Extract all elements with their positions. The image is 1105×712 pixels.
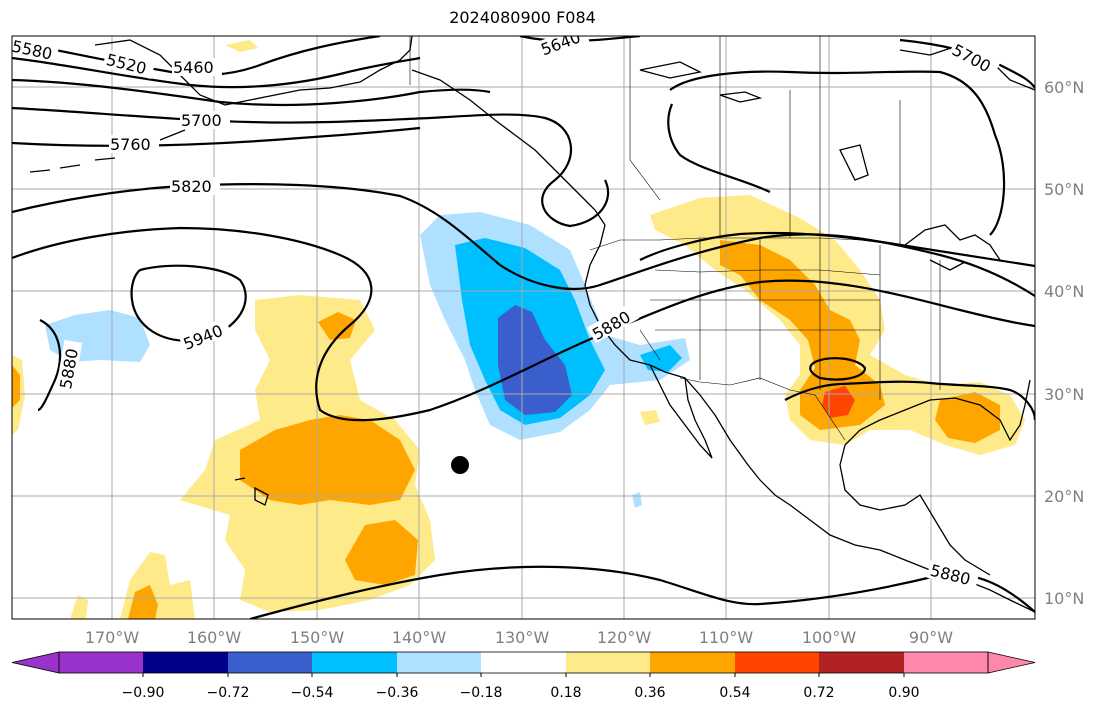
- colorbar-segment: [143, 652, 228, 673]
- latitude-labels: 60°N 50°N 40°N 30°N 20°N 10°N: [1044, 78, 1084, 608]
- alaska-panhandle-coast: [411, 69, 606, 226]
- lon-label: 160°W: [187, 628, 242, 647]
- contour-line: [784, 380, 1035, 421]
- colorbar-segment: [481, 652, 566, 673]
- negative-anomaly-region-dark: [498, 305, 572, 415]
- contour-line: [12, 126, 421, 147]
- lon-label: 140°W: [392, 628, 447, 647]
- positive-anomaly-region-mid: [318, 312, 356, 340]
- canada-province-lines: [629, 36, 901, 245]
- colorbar-extend-high: [987, 651, 1036, 674]
- map-title: 2024080900 F084: [449, 8, 596, 27]
- gulf-of-mexico-coast: [844, 379, 1031, 446]
- positive-anomaly-region-mid: [720, 240, 885, 430]
- canadian-islands: [639, 61, 869, 181]
- graticule: [12, 36, 1035, 619]
- lon-label: 130°W: [495, 628, 550, 647]
- map-area: 5580 5520 5460 5640 5700 5700 5760 5820 …: [12, 36, 1035, 619]
- longitude-labels: 170°W 160°W 150°W 140°W 130°W 120°W 110°…: [85, 628, 953, 647]
- contour-line: [12, 78, 491, 107]
- lat-label: 40°N: [1044, 282, 1084, 301]
- colorbar-ticks: −0.90 −0.72 −0.54 −0.36 −0.18 0.18 0.36 …: [122, 685, 920, 701]
- lat-label: 20°N: [1044, 487, 1084, 506]
- colorbar-tick-label: −0.90: [122, 685, 165, 701]
- lon-label: 110°W: [699, 628, 754, 647]
- colorbar-tick-label: −0.18: [460, 685, 503, 701]
- contour-label: 5700: [181, 111, 222, 130]
- contour-line: [12, 56, 421, 89]
- colorbar-segment: [312, 652, 397, 673]
- colorbar-segment: [904, 652, 988, 673]
- contour-line: [669, 70, 1006, 236]
- lat-label: 60°N: [1044, 78, 1084, 97]
- lat-label: 10°N: [1044, 589, 1084, 608]
- contour-label: 5820: [171, 177, 212, 196]
- great-lakes: [904, 224, 1001, 271]
- colorbar-segment: [397, 652, 481, 673]
- positive-anomaly-region-mid: [12, 365, 20, 408]
- contour-line: [37, 319, 62, 412]
- colorbar-tick-label: 0.54: [719, 685, 750, 701]
- positive-anomaly-region-mid: [240, 415, 415, 505]
- positive-anomaly-region-mid: [128, 585, 158, 619]
- map-frame: [11, 35, 1036, 620]
- colorbar-tick-label: 0.36: [634, 685, 665, 701]
- colorbar: [11, 651, 1036, 677]
- lon-label: 100°W: [802, 628, 857, 647]
- lat-label: 50°N: [1044, 180, 1084, 199]
- contour-label: 5460: [173, 58, 214, 77]
- contour-label: 5760: [110, 135, 151, 154]
- colorbar-tick-label: 0.90: [888, 685, 919, 701]
- colorbar-segment: [735, 652, 819, 673]
- colorbar-tick-label: 0.18: [550, 685, 581, 701]
- positive-anomaly-region: [225, 40, 258, 52]
- contour-line: [639, 231, 1035, 268]
- lon-label: 120°W: [597, 628, 652, 647]
- colorbar-frame: [58, 651, 989, 674]
- contour-line: [809, 357, 867, 381]
- mexico-gulf-coast: [839, 444, 991, 576]
- hawaii-islands: [234, 477, 269, 506]
- height-contours: [12, 36, 1035, 619]
- lon-label: 170°W: [85, 628, 140, 647]
- contour-line: [667, 103, 771, 193]
- colorbar-segment: [566, 652, 650, 673]
- contour-line: [12, 226, 1035, 422]
- storm-center-dot: [451, 456, 469, 474]
- baja-california: [649, 364, 713, 459]
- colorbar-tick-label: −0.54: [291, 685, 334, 701]
- colorbar-tick-label: 0.72: [803, 685, 834, 701]
- lon-label: 90°W: [909, 628, 953, 647]
- colorbar-segment: [228, 652, 312, 673]
- canada-us-border: [589, 237, 901, 251]
- positive-anomaly-region-mid: [935, 392, 1000, 443]
- positive-anomaly-region: [640, 410, 660, 425]
- west-coast-north-america: [584, 224, 1035, 613]
- us-state-lines: [639, 238, 941, 400]
- colorbar-tick-label: −0.36: [376, 685, 419, 701]
- colorbar-tick-label: −0.72: [207, 685, 250, 701]
- positive-anomaly-region: [70, 595, 88, 619]
- positive-anomaly-region-mid: [345, 520, 418, 585]
- lat-label: 30°N: [1044, 385, 1084, 404]
- colorbar-segment: [59, 652, 143, 673]
- lon-label: 150°W: [290, 628, 345, 647]
- colorbar-segment: [650, 652, 735, 673]
- colorbar-segment: [819, 652, 904, 673]
- colorbar-extend-low: [11, 651, 60, 674]
